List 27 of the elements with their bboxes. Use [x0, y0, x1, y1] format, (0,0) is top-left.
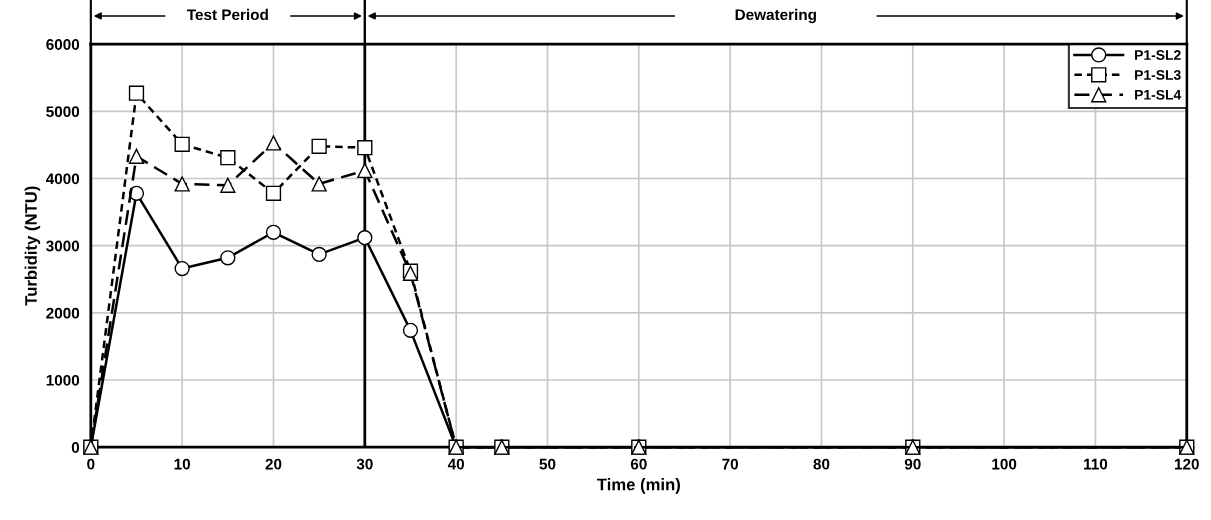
- y-tick-label: 6000: [46, 39, 80, 50]
- x-tick-label: 110: [1084, 458, 1108, 470]
- x-tick-label: 0: [87, 458, 95, 470]
- x-tick-label: 100: [992, 458, 1017, 470]
- y-tick-label: 5000: [46, 106, 80, 118]
- y-tick-label: 0: [71, 442, 80, 453]
- x-tick-label: 20: [265, 458, 282, 470]
- x-tick-label: 30: [356, 458, 373, 470]
- x-tick-label: 40: [447, 458, 465, 470]
- legend-label: P1-SL3: [1135, 70, 1181, 80]
- y-axis-title: Turbidity (NTU): [24, 186, 41, 306]
- x-axis-title: Time (min): [597, 478, 680, 494]
- x-tick-label: 10: [174, 458, 191, 470]
- x-tick-label: 90: [904, 458, 921, 470]
- legend-label: P1-SL2: [1135, 50, 1181, 60]
- y-tick-label: 2000: [46, 307, 80, 319]
- x-tick-label: 70: [722, 458, 738, 470]
- y-tick-label: 3000: [46, 240, 80, 252]
- text: Test Period: [186, 8, 268, 21]
- x-tick-label: 60: [630, 458, 647, 470]
- y-tick-label: 1000: [46, 374, 80, 386]
- legend-label: P1-SL4: [1135, 89, 1182, 100]
- text: Dewatering: [735, 8, 816, 24]
- x-tick-label: 80: [813, 458, 830, 470]
- y-tick-label: 4000: [45, 173, 80, 185]
- x-tick-label: 120: [1175, 458, 1199, 470]
- x-tick-label: 50: [539, 458, 556, 470]
